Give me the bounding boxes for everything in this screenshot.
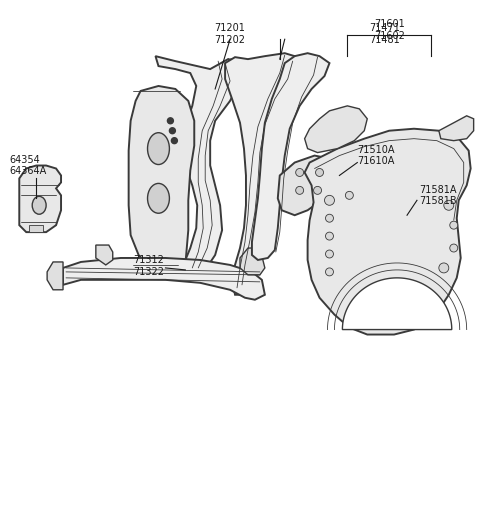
Polygon shape [252,53,329,260]
Text: 64354
64364A: 64354 64364A [9,155,47,176]
Ellipse shape [147,133,169,165]
Circle shape [444,200,454,210]
Polygon shape [129,86,194,275]
Polygon shape [305,129,471,335]
Circle shape [450,244,458,252]
Polygon shape [156,56,240,278]
Circle shape [324,196,335,205]
Polygon shape [29,225,43,232]
Text: 71601
71602: 71601 71602 [374,19,405,41]
Circle shape [439,263,449,273]
Circle shape [450,221,458,229]
Circle shape [171,138,178,144]
Circle shape [315,169,324,176]
Polygon shape [305,106,367,152]
Circle shape [325,232,334,240]
Polygon shape [342,278,452,330]
Polygon shape [47,262,63,290]
Circle shape [325,268,334,276]
Circle shape [325,214,334,222]
Text: 71581A
71581B: 71581A 71581B [419,184,456,206]
Circle shape [325,250,334,258]
Circle shape [169,128,175,134]
Text: 71312
71322: 71312 71322 [133,255,164,276]
Polygon shape [240,248,265,275]
Text: 71510A
71610A: 71510A 71610A [357,145,395,167]
Polygon shape [228,59,250,76]
Circle shape [296,186,304,195]
Circle shape [346,192,353,199]
Polygon shape [96,245,113,265]
Circle shape [313,186,322,195]
Polygon shape [225,53,300,295]
Text: 71201
71202: 71201 71202 [215,23,246,45]
Polygon shape [19,166,61,232]
Polygon shape [278,155,337,215]
Polygon shape [63,258,265,300]
Circle shape [296,169,304,176]
Ellipse shape [32,196,46,214]
Text: 71471
71481: 71471 71481 [369,23,399,45]
Polygon shape [439,116,474,141]
Circle shape [168,118,173,124]
Ellipse shape [147,183,169,213]
